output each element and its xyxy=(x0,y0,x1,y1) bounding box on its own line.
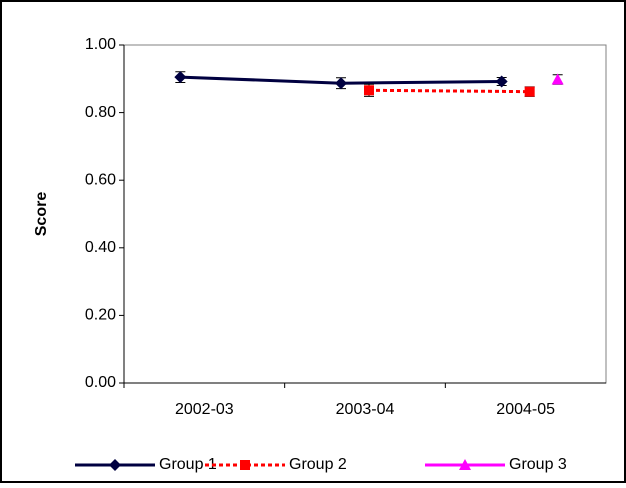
y-tick-label: 0.60 xyxy=(85,171,116,188)
marker xyxy=(174,71,187,84)
y-tick-label: 0.00 xyxy=(85,374,116,391)
marker xyxy=(551,73,564,85)
legend-label: Group 1 xyxy=(159,456,217,473)
marker xyxy=(364,85,374,96)
plot-area xyxy=(123,44,607,384)
y-tick-label: 1.00 xyxy=(85,36,116,53)
marker xyxy=(109,459,121,471)
x-tick-label: 2004-05 xyxy=(496,401,555,418)
marker xyxy=(335,77,347,90)
x-tick-label: 2002-03 xyxy=(175,401,234,418)
y-tick-label: 0.80 xyxy=(85,104,116,121)
marker xyxy=(495,75,508,88)
marker xyxy=(240,460,250,470)
y-axis-label: Score xyxy=(33,192,50,237)
series-line xyxy=(368,88,530,94)
marker xyxy=(459,459,471,470)
marker xyxy=(524,86,535,97)
legend-label: Group 3 xyxy=(509,456,567,473)
x-tick-label: 2003-04 xyxy=(336,401,395,418)
y-tick-label: 0.20 xyxy=(85,307,116,324)
y-tick-label: 0.40 xyxy=(85,239,116,256)
legend-label: Group 2 xyxy=(289,456,347,473)
